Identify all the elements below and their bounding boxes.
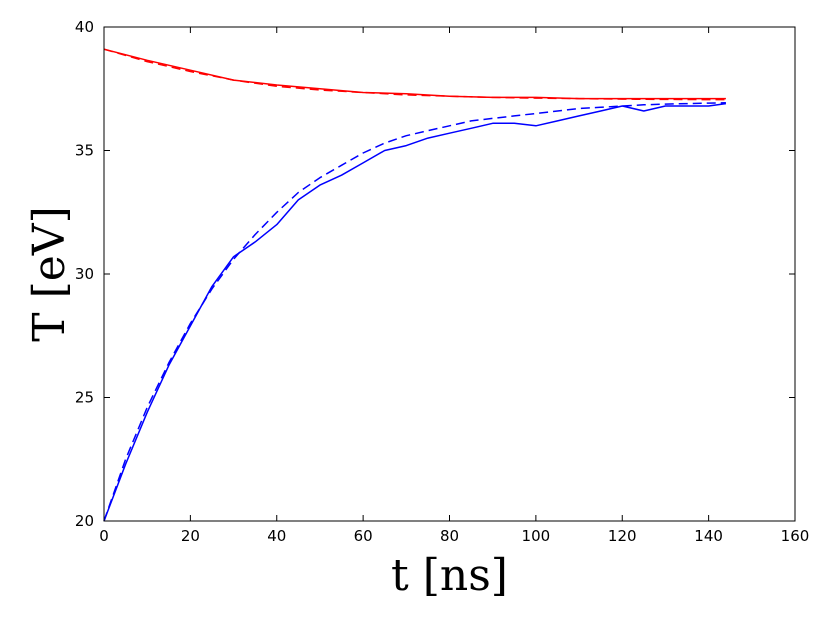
series-line-4 <box>103 102 726 522</box>
x-tick-label: 160 <box>781 527 810 545</box>
plot-frame <box>103 26 796 522</box>
y-tick-label: 20 <box>75 512 94 530</box>
series-line-2 <box>103 48 726 101</box>
series-line-1 <box>103 48 726 100</box>
axis-ticks: 0 20 40 60 80 100 120 140 160 20 25 30 35 40 <box>75 18 809 545</box>
x-tick-label: 100 <box>522 527 551 545</box>
x-tick-label: 120 <box>608 527 637 545</box>
series-line-3 <box>103 102 727 522</box>
x-tick-label: 0 <box>99 527 109 545</box>
x-axis-title: t [ns] <box>391 550 508 601</box>
y-axis-title: T [eV] <box>24 206 75 341</box>
x-tick-label: 140 <box>694 527 723 545</box>
y-tick-label: 40 <box>75 18 94 36</box>
x-tick-label: 40 <box>267 527 286 545</box>
plot-area <box>103 48 727 522</box>
x-tick-label: 60 <box>354 527 373 545</box>
y-tick-label: 30 <box>75 265 94 283</box>
y-tick-label: 35 <box>75 142 94 160</box>
x-tick-label: 20 <box>181 527 200 545</box>
y-tick-label: 25 <box>75 389 94 407</box>
x-tick-label: 80 <box>440 527 459 545</box>
